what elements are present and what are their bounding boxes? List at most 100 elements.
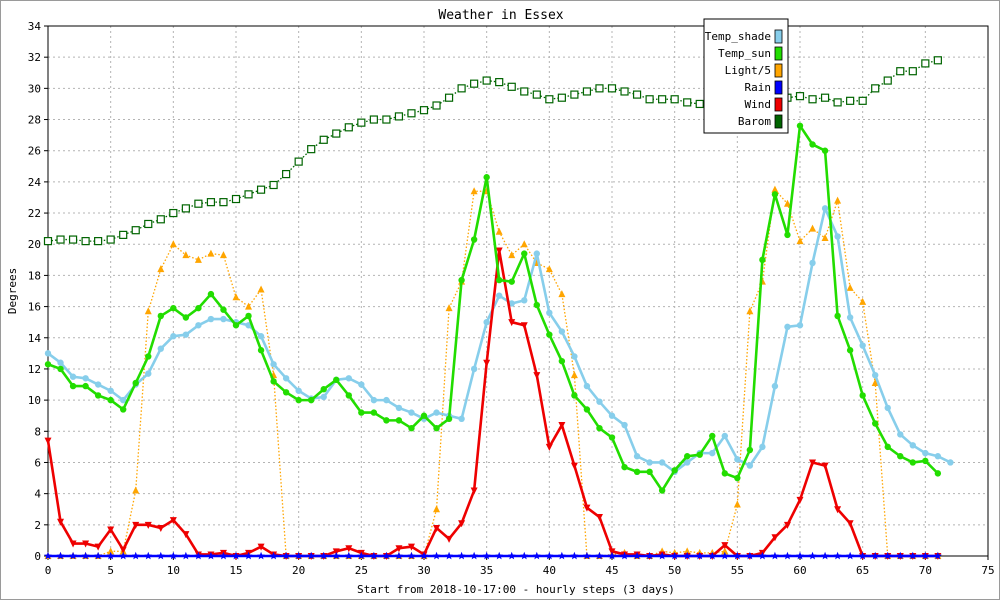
data-point [333,376,340,384]
data-point [344,123,353,132]
data-point [231,194,241,204]
legend-label: Temp_shade [705,30,771,43]
data-point [294,157,303,166]
data-point [596,424,603,432]
x-tick-label: 40 [543,564,556,577]
data-point [357,118,366,127]
data-point [157,524,165,532]
data-point [445,535,453,543]
data-point [771,382,779,390]
data-point [81,551,90,560]
data-point [833,551,842,560]
legend-label: Wind [745,98,772,111]
data-point [796,322,804,329]
data-point [683,547,691,555]
data-point [195,322,202,329]
data-point [721,432,728,440]
data-point [131,226,140,235]
data-point [57,359,64,366]
data-point [709,432,716,440]
data-point [746,462,754,469]
data-point [721,542,729,550]
legend-box [703,18,789,134]
data-point [809,224,817,232]
data-point [834,312,841,320]
data-point [220,306,227,313]
data-point [106,551,115,560]
legend-swatch [774,63,783,78]
data-point [345,375,352,382]
data-point [658,487,666,494]
data-point [182,251,190,259]
data-point [295,387,302,394]
data-point [44,361,52,368]
legend-swatch [774,46,783,61]
y-tick-label: 34 [28,20,42,33]
data-point [508,251,516,259]
data-point [307,551,316,560]
data-point [169,551,178,560]
data-point [107,396,114,404]
data-point [81,237,90,246]
data-point [257,543,265,551]
data-point [332,129,341,138]
y-axis-label: Degrees [6,268,19,314]
data-point [909,459,916,466]
data-point [658,459,666,466]
data-point [94,381,102,388]
data-point [595,84,604,93]
y-tick-label: 2 [34,519,41,532]
data-point [846,96,855,105]
data-point [884,404,891,412]
data-point [320,393,327,401]
data-point [257,285,265,293]
data-point [646,468,653,476]
data-point [419,106,429,115]
data-point [608,434,616,441]
data-point [595,514,603,522]
data-point [433,409,440,416]
x-tick-label: 70 [919,564,932,577]
data-point [495,227,503,235]
data-point [771,185,779,193]
data-point [132,521,140,529]
data-point [809,259,816,267]
data-point [94,237,103,246]
data-point [533,301,540,309]
data-point [82,375,89,382]
x-tick-label: 60 [793,564,806,577]
data-point [344,551,353,560]
data-point [496,292,503,299]
data-point [195,304,202,312]
data-point [270,378,277,385]
data-point [645,95,654,104]
data-point [282,389,290,396]
data-point [470,365,478,373]
data-point [658,95,667,104]
x-tick-label: 65 [856,564,869,577]
data-point [395,545,403,553]
data-point [821,205,829,212]
data-point [269,180,278,190]
data-point [796,122,804,129]
data-point [407,551,416,560]
y-tick-label: 10 [28,394,41,407]
data-point [444,93,454,102]
data-point [683,551,692,560]
legend-label: Temp_sun [718,47,771,60]
x-tick-label: 20 [292,564,305,577]
data-point [696,451,703,458]
data-point [821,462,829,470]
data-point [132,379,139,387]
legend-entry: Wind [745,97,783,112]
data-point [107,387,114,394]
y-tick-label: 28 [28,114,41,127]
data-point [846,314,854,321]
data-point [520,322,528,330]
data-point [145,353,152,360]
data-point [846,551,855,560]
data-point [859,342,866,349]
data-point [558,328,566,335]
data-point [508,300,515,307]
